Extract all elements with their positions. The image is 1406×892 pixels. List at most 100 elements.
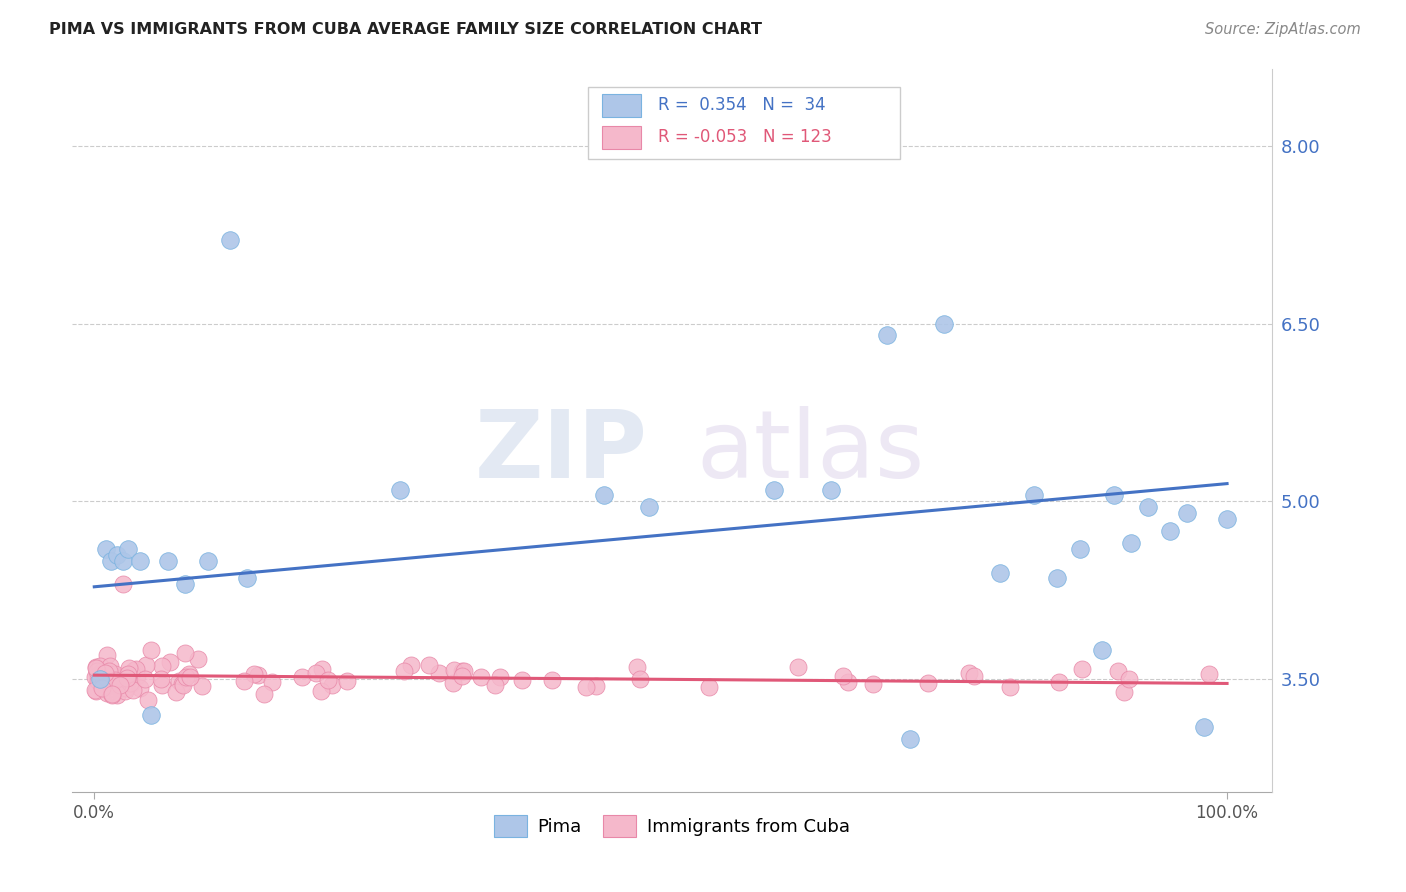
- Point: [84, 683, 107, 698]
- FancyBboxPatch shape: [602, 94, 641, 117]
- Point: [100, 672, 122, 686]
- Point: [174, 577, 197, 591]
- Point: [246, 668, 269, 682]
- Text: R = -0.053   N = 123: R = -0.053 N = 123: [658, 128, 831, 146]
- Point: [787, 660, 810, 674]
- Point: [118, 661, 141, 675]
- Point: [103, 674, 125, 689]
- Point: [98, 659, 121, 673]
- Point: [84, 661, 107, 675]
- Point: [103, 678, 125, 692]
- Point: [139, 642, 162, 657]
- Point: [243, 666, 266, 681]
- Point: [451, 669, 474, 683]
- Point: [120, 675, 142, 690]
- Point: [1119, 536, 1142, 550]
- Point: [762, 483, 785, 497]
- Text: R =  0.354   N =  34: R = 0.354 N = 34: [658, 96, 825, 114]
- Point: [219, 234, 242, 248]
- Point: [174, 670, 197, 684]
- Point: [93, 665, 115, 679]
- Point: [90, 674, 112, 689]
- Point: [233, 673, 256, 688]
- Point: [1024, 488, 1046, 502]
- Point: [93, 666, 115, 681]
- Point: [418, 658, 440, 673]
- Point: [84, 660, 107, 674]
- Point: [1194, 720, 1216, 734]
- Point: [311, 662, 333, 676]
- Text: atlas: atlas: [696, 406, 924, 498]
- Point: [139, 707, 162, 722]
- Point: [127, 669, 149, 683]
- Point: [1070, 662, 1092, 676]
- Point: [111, 554, 134, 568]
- Point: [489, 670, 512, 684]
- Point: [101, 675, 124, 690]
- Point: [179, 670, 201, 684]
- Point: [1000, 681, 1022, 695]
- Point: [86, 684, 108, 698]
- Point: [105, 688, 128, 702]
- Point: [165, 685, 187, 699]
- Point: [389, 483, 412, 497]
- Point: [128, 554, 150, 568]
- Point: [96, 648, 118, 662]
- Point: [1114, 684, 1136, 698]
- Point: [575, 680, 598, 694]
- Point: [831, 668, 853, 682]
- Point: [91, 665, 114, 680]
- Point: [111, 671, 134, 685]
- Point: [291, 670, 314, 684]
- Point: [89, 673, 111, 687]
- Point: [837, 675, 859, 690]
- Point: [98, 665, 121, 679]
- Point: [96, 683, 118, 698]
- Point: [191, 679, 214, 693]
- Point: [585, 679, 607, 693]
- Text: Source: ZipAtlas.com: Source: ZipAtlas.com: [1205, 22, 1361, 37]
- Point: [105, 677, 128, 691]
- Point: [661, 115, 683, 129]
- Point: [1177, 506, 1199, 520]
- Point: [638, 500, 661, 515]
- Point: [129, 681, 152, 695]
- Point: [820, 483, 842, 497]
- Point: [111, 577, 134, 591]
- Point: [321, 678, 343, 692]
- Point: [150, 658, 173, 673]
- Point: [96, 686, 118, 700]
- Point: [862, 676, 884, 690]
- Point: [917, 676, 939, 690]
- Point: [84, 670, 107, 684]
- Point: [957, 665, 980, 680]
- Point: [100, 673, 122, 688]
- Point: [100, 554, 122, 568]
- FancyBboxPatch shape: [602, 126, 641, 149]
- Point: [159, 656, 181, 670]
- Point: [316, 673, 339, 687]
- Point: [305, 666, 328, 681]
- Point: [1216, 512, 1239, 526]
- Point: [125, 662, 148, 676]
- Point: [94, 541, 117, 556]
- Point: [90, 677, 112, 691]
- Point: [101, 681, 124, 695]
- Point: [107, 675, 129, 690]
- Point: [1069, 541, 1091, 556]
- Point: [172, 676, 194, 690]
- Point: [172, 678, 194, 692]
- Point: [93, 676, 115, 690]
- Point: [253, 687, 276, 701]
- Point: [394, 665, 416, 679]
- Point: [167, 674, 190, 689]
- Point: [179, 667, 201, 681]
- Point: [134, 672, 156, 686]
- Point: [105, 548, 128, 562]
- Point: [628, 672, 651, 686]
- Point: [86, 664, 108, 678]
- Point: [541, 673, 564, 687]
- Point: [932, 317, 955, 331]
- Point: [1198, 667, 1220, 681]
- Point: [876, 328, 898, 343]
